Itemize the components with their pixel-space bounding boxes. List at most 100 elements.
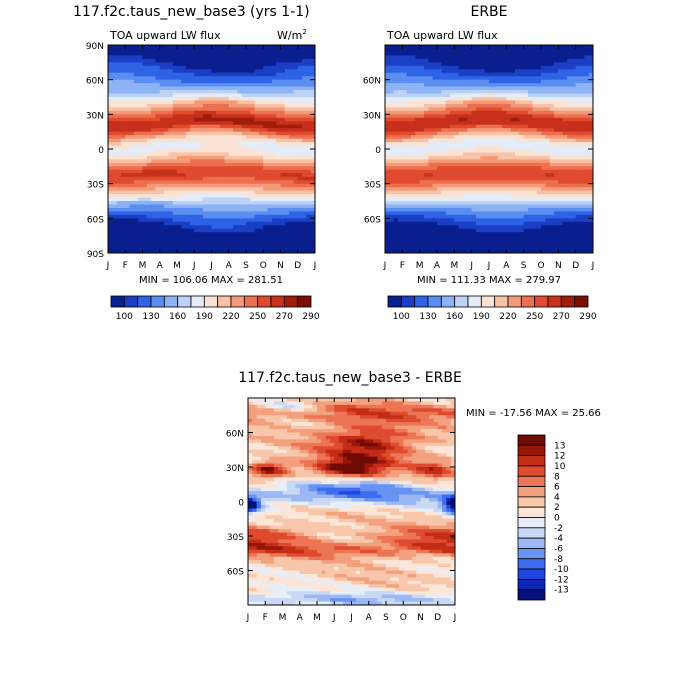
field-cell (263, 249, 269, 253)
field-cell (541, 124, 546, 129)
field-cell (398, 142, 403, 147)
field-cell (284, 166, 290, 171)
field-cell (406, 48, 412, 53)
field-cell (151, 249, 157, 253)
field-cell (567, 107, 572, 112)
field-cell (497, 110, 503, 115)
field-cell (237, 204, 243, 209)
field-cell (189, 51, 195, 56)
field-cell (567, 51, 572, 56)
field-cell (164, 159, 169, 164)
field-cell (246, 90, 251, 95)
field-cell (129, 97, 135, 102)
field-cell (385, 79, 390, 84)
field-cell (510, 65, 516, 70)
field-cell (168, 194, 174, 199)
field-cell (432, 173, 438, 178)
field-cell (112, 249, 118, 253)
field-cell (133, 169, 139, 174)
field-cell (571, 86, 577, 91)
field-cell (112, 76, 118, 81)
field-cell (393, 55, 399, 60)
field-cell (493, 142, 499, 147)
field-cell (506, 110, 512, 115)
field-cell (159, 55, 165, 60)
field-cell (467, 72, 473, 77)
field-cell (398, 90, 403, 95)
field-cell (480, 48, 486, 53)
field-cell (450, 145, 455, 150)
field-cell (458, 55, 464, 60)
field-cell (151, 117, 157, 122)
field-cell (159, 232, 165, 237)
field-cell (258, 131, 264, 136)
field-cell (293, 110, 299, 115)
field-cell (198, 149, 204, 154)
field-cell (493, 169, 499, 174)
field-cell (398, 62, 403, 67)
field-cell (302, 51, 307, 56)
field-cell (116, 48, 122, 53)
field-cell (310, 48, 315, 53)
field-cell (271, 72, 277, 77)
field-cell (258, 55, 264, 60)
field-cell (246, 162, 251, 167)
field-cell (419, 176, 425, 181)
field-cell (211, 124, 217, 129)
field-cell (545, 79, 551, 84)
field-cell (254, 162, 260, 167)
field-cell (419, 162, 425, 167)
field-cell (310, 58, 315, 63)
field-cell (254, 100, 260, 105)
field-cell (254, 204, 260, 209)
field-cell (385, 162, 390, 167)
field-cell (224, 124, 230, 129)
field-cell (228, 83, 234, 88)
field-cell (215, 149, 221, 154)
field-cell (528, 110, 533, 115)
field-cell (151, 180, 157, 185)
field-cell (428, 169, 434, 174)
field-cell (463, 79, 468, 84)
field-cell (510, 62, 516, 67)
field-cell (302, 201, 307, 206)
field-cell (441, 100, 447, 105)
field-cell (116, 45, 122, 50)
field-cell (241, 103, 247, 108)
field-cell (155, 79, 161, 84)
field-cell (310, 183, 315, 188)
field-cell (406, 55, 412, 60)
field-cell (159, 131, 165, 136)
field-cell (580, 145, 585, 150)
field-cell (532, 121, 538, 126)
field-cell (138, 100, 144, 105)
field-cell (207, 110, 213, 115)
field-cell (428, 79, 434, 84)
field-cell (215, 117, 221, 122)
field-cell (237, 142, 243, 147)
x-tick-label: J (313, 261, 317, 271)
field-cell (108, 221, 113, 226)
field-cell (536, 79, 542, 84)
field-cell (554, 65, 559, 70)
field-cell (129, 79, 135, 84)
field-cell (293, 201, 299, 206)
field-cell (310, 110, 315, 115)
field-cell (450, 90, 455, 95)
field-cell (284, 100, 290, 105)
field-cell (142, 239, 148, 244)
field-cell (293, 249, 299, 253)
field-cell (129, 218, 135, 223)
field-cell (536, 51, 542, 56)
field-cell (289, 142, 295, 147)
field-cell (159, 169, 165, 174)
field-cell (306, 246, 312, 251)
field-cell (220, 117, 226, 122)
field-cell (493, 121, 499, 126)
field-cell (233, 48, 238, 53)
field-cell (280, 152, 286, 157)
field-cell (306, 79, 312, 84)
field-cell (480, 86, 486, 91)
field-cell (402, 110, 408, 115)
field-cell (241, 211, 247, 216)
